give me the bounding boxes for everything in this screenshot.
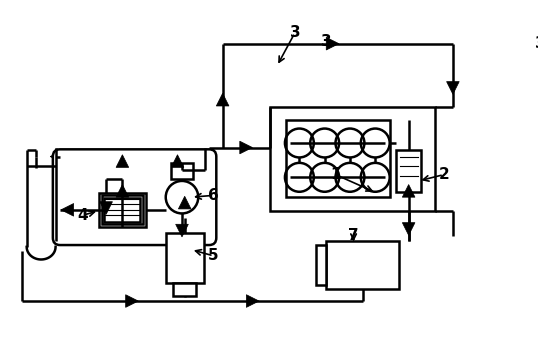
Text: 4: 4: [77, 208, 88, 223]
Text: 3: 3: [321, 34, 332, 49]
Bar: [171, 163, 193, 179]
Polygon shape: [402, 185, 415, 197]
Polygon shape: [116, 185, 129, 197]
Polygon shape: [447, 82, 459, 94]
Polygon shape: [326, 37, 339, 50]
Polygon shape: [61, 203, 74, 216]
Polygon shape: [171, 155, 184, 167]
Bar: [104, 198, 140, 222]
Text: 3: 3: [535, 36, 538, 51]
Bar: [316, 245, 327, 285]
Bar: [99, 193, 146, 227]
Bar: [166, 233, 204, 283]
Polygon shape: [50, 150, 63, 163]
Bar: [173, 283, 196, 295]
Polygon shape: [116, 155, 129, 167]
Polygon shape: [179, 196, 191, 209]
Text: 1: 1: [330, 167, 341, 182]
Text: 3: 3: [289, 25, 300, 40]
Polygon shape: [100, 202, 112, 214]
Text: 6: 6: [208, 188, 219, 203]
Polygon shape: [126, 295, 138, 307]
Polygon shape: [176, 224, 188, 237]
Bar: [286, 120, 390, 197]
Polygon shape: [246, 295, 259, 307]
Bar: [396, 150, 421, 192]
Text: 2: 2: [438, 167, 449, 182]
Bar: [271, 107, 435, 211]
Polygon shape: [240, 141, 252, 154]
Text: 7: 7: [348, 228, 359, 242]
Bar: [327, 240, 399, 289]
Text: 5: 5: [208, 248, 219, 263]
Bar: [102, 195, 143, 224]
FancyBboxPatch shape: [53, 149, 216, 245]
Polygon shape: [402, 223, 415, 235]
Polygon shape: [216, 93, 229, 106]
